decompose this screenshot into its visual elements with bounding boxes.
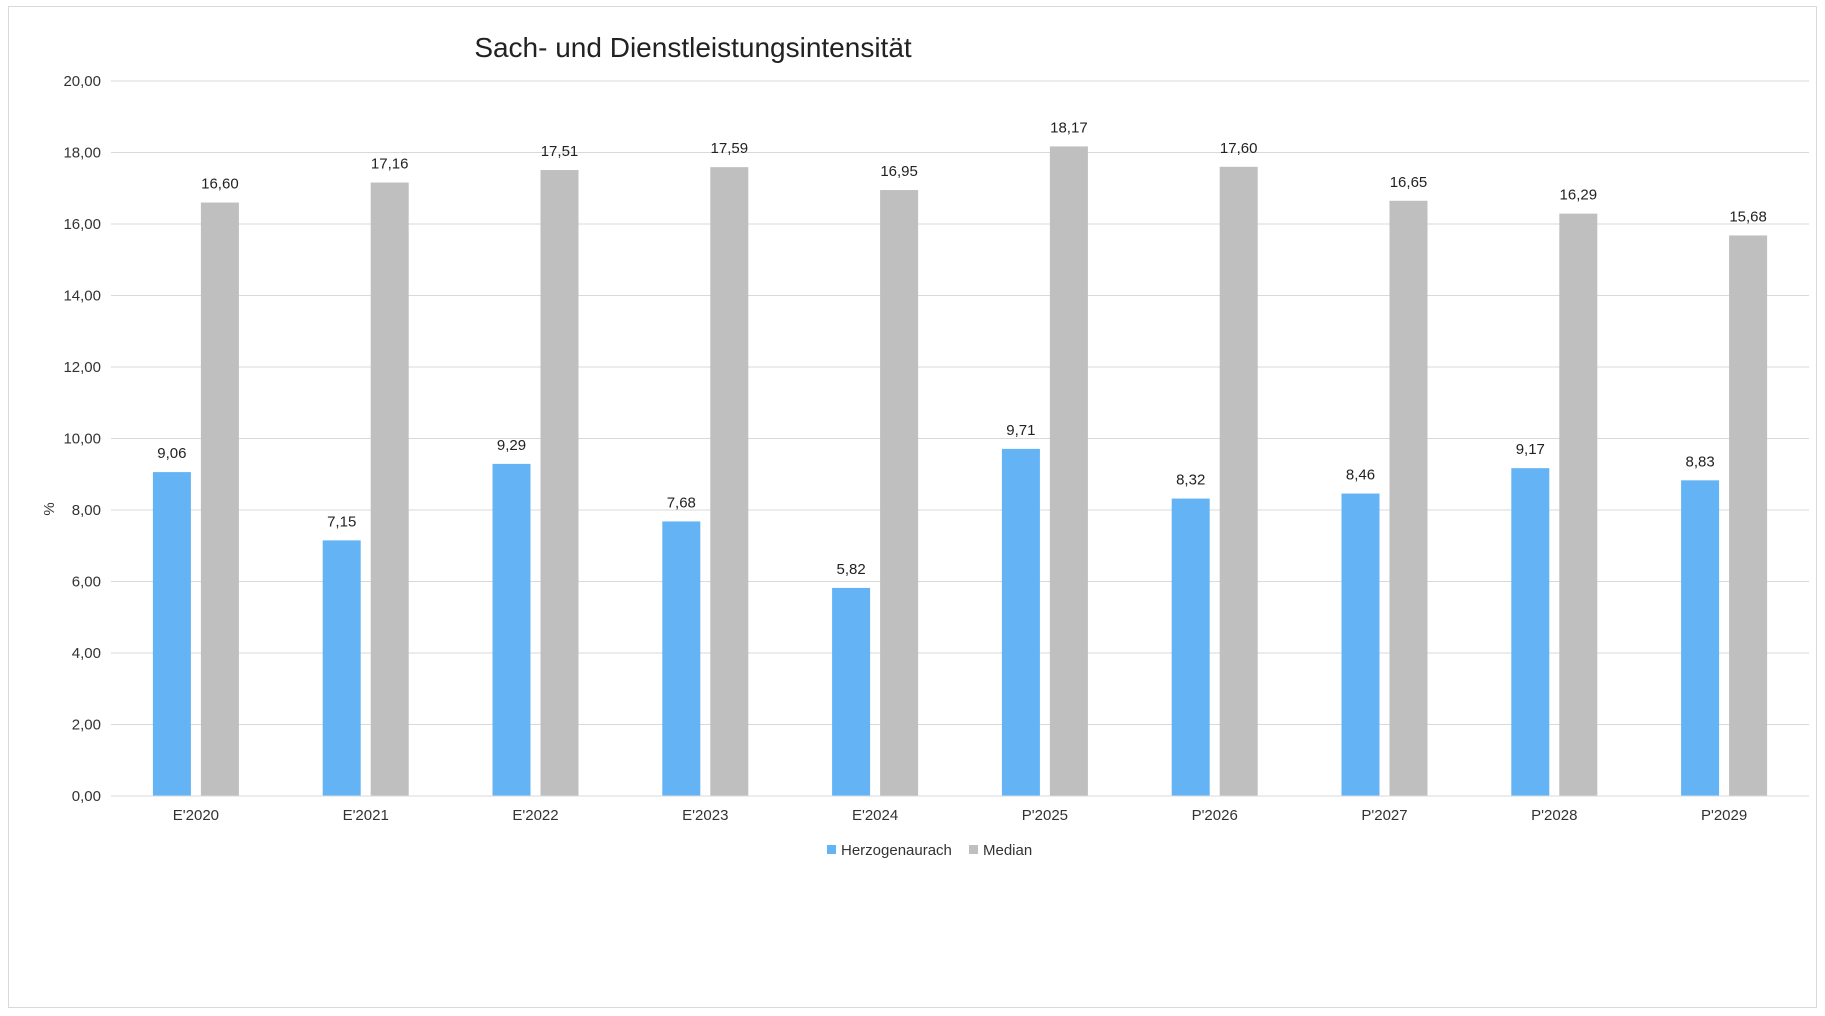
bar-herzogenaurach <box>152 472 191 796</box>
x-tick-label: E'2024 <box>852 807 898 824</box>
data-label: 8,83 <box>1685 453 1714 470</box>
bar-median <box>1389 200 1428 796</box>
bar-herzogenaurach <box>1171 498 1210 796</box>
data-label: 17,60 <box>1220 140 1258 157</box>
chart-title: Sach- und Dienstleistungsintensität <box>474 32 912 63</box>
x-tick-label: E'2022 <box>512 807 558 824</box>
data-label: 7,68 <box>667 494 696 511</box>
bar-median <box>880 190 919 797</box>
x-tick-label: P'2029 <box>1701 807 1747 824</box>
data-label: 18,17 <box>1050 119 1088 136</box>
bar-herzogenaurach <box>832 587 871 796</box>
x-tick-label: E'2021 <box>343 807 389 824</box>
bar-median <box>710 167 749 797</box>
bar-median <box>370 182 409 796</box>
y-tick-label: 4,00 <box>72 645 101 662</box>
data-label: 17,51 <box>541 143 579 160</box>
bar-median <box>540 170 579 796</box>
y-tick-label: 12,00 <box>63 359 101 376</box>
y-tick-label: 10,00 <box>63 431 101 448</box>
data-label: 7,15 <box>327 513 356 530</box>
legend-swatch <box>827 845 836 854</box>
data-label: 9,71 <box>1006 422 1035 439</box>
data-label: 17,59 <box>711 140 749 157</box>
data-label: 9,29 <box>497 437 526 454</box>
y-tick-label: 0,00 <box>72 788 101 805</box>
bar-herzogenaurach <box>1681 480 1720 796</box>
bar-herzogenaurach <box>1341 493 1380 796</box>
y-tick-label: 8,00 <box>72 502 101 519</box>
data-label: 16,60 <box>201 176 239 193</box>
bar-median <box>1729 235 1768 796</box>
x-tick-label: P'2025 <box>1022 807 1068 824</box>
x-tick-label: P'2028 <box>1531 807 1577 824</box>
bar-herzogenaurach <box>322 540 361 796</box>
legend-item-median: Median <box>969 842 1032 859</box>
bar-median <box>1219 166 1258 797</box>
bar-herzogenaurach <box>1001 448 1040 796</box>
bars <box>152 146 1768 797</box>
data-label: 16,65 <box>1390 174 1428 191</box>
data-label: 16,95 <box>880 163 918 180</box>
gridlines <box>111 80 1809 797</box>
bar-median <box>1559 213 1598 796</box>
data-label: 9,06 <box>157 445 186 462</box>
y-tick-label: 20,00 <box>63 73 101 90</box>
data-labels: 9,06 16,60 7,15 17,16 9,29 17,51 7,68 17,59 5,82… <box>157 119 1767 578</box>
x-tick-label: P'2027 <box>1361 807 1407 824</box>
y-axis: 0,00 2,00 4,00 6,00 8,00 10,00 12,00 14,00 16,00… <box>63 73 101 805</box>
y-tick-label: 6,00 <box>72 574 101 591</box>
data-label: 8,46 <box>1346 467 1375 484</box>
bar-herzogenaurach <box>492 463 531 796</box>
data-label: 16,29 <box>1560 187 1598 204</box>
data-label: 5,82 <box>836 561 865 578</box>
x-tick-label: E'2020 <box>173 807 219 824</box>
y-tick-label: 18,00 <box>63 145 101 162</box>
legend-swatch <box>969 845 978 854</box>
x-tick-label: P'2026 <box>1192 807 1238 824</box>
data-label: 8,32 <box>1176 472 1205 489</box>
legend-item-herzogenaurach: Herzogenaurach <box>827 842 952 859</box>
legend-label: Herzogenaurach <box>841 842 952 859</box>
x-axis: E'2020 E'2021 E'2022 E'2023 E'2024 P'2025 P'20… <box>111 795 1809 824</box>
x-tick-label: E'2023 <box>682 807 728 824</box>
y-tick-label: 2,00 <box>72 717 101 734</box>
chart-frame: Sach- und Dienstleistungsintensität 0,00… <box>8 6 1817 1008</box>
legend-label: Median <box>983 842 1032 859</box>
y-tick-label: 16,00 <box>63 216 101 233</box>
y-tick-label: 14,00 <box>63 288 101 305</box>
data-label: 9,17 <box>1516 441 1545 458</box>
bar-chart: Sach- und Dienstleistungsintensität 0,00… <box>41 32 1809 859</box>
bar-herzogenaurach <box>1511 468 1550 796</box>
bar-median <box>1049 146 1088 797</box>
data-label: 15,68 <box>1729 208 1767 225</box>
bar-herzogenaurach <box>662 521 701 796</box>
legend: Herzogenaurach Median <box>827 842 1032 859</box>
data-label: 17,16 <box>371 156 409 173</box>
bar-median <box>200 202 239 797</box>
y-axis-title: % <box>41 502 58 515</box>
